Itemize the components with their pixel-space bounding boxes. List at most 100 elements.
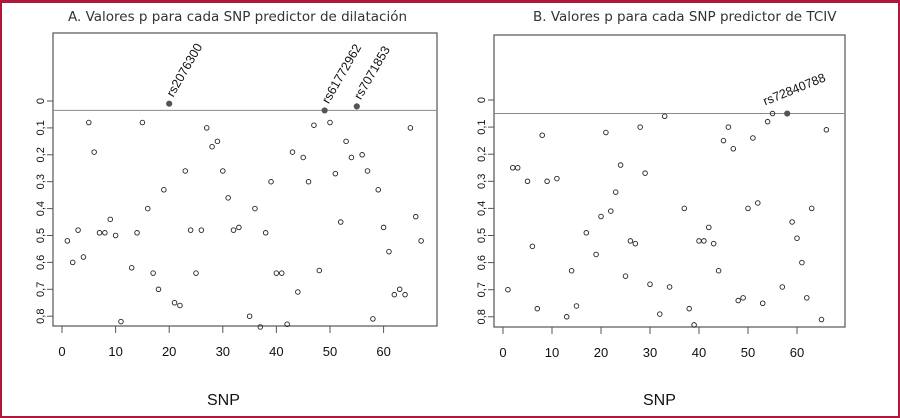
data-point xyxy=(647,281,653,288)
data-point xyxy=(725,124,732,130)
x-tick-label: 30 xyxy=(216,344,230,359)
data-point xyxy=(370,316,376,322)
snp-label: rs2076300 xyxy=(164,41,206,99)
data-point xyxy=(380,224,387,231)
x-tick-label: 60 xyxy=(790,345,804,360)
data-point xyxy=(715,267,722,274)
plot-area xyxy=(493,34,846,328)
data-point xyxy=(740,295,746,301)
y-tick-label: 0,8 xyxy=(35,309,47,324)
chart-title-b: B. Valores p para cada SNP predictor de … xyxy=(533,9,837,25)
data-point xyxy=(225,195,231,201)
data-point xyxy=(86,119,92,126)
data-point xyxy=(818,316,825,323)
data-point xyxy=(568,267,575,274)
x-tick-label: 30 xyxy=(643,345,657,360)
significant-data-point xyxy=(353,103,360,110)
data-point xyxy=(391,291,398,298)
data-point xyxy=(273,270,280,276)
x-tick-label: 50 xyxy=(741,345,755,360)
data-point xyxy=(187,227,194,233)
data-point xyxy=(332,170,339,177)
data-point xyxy=(198,227,205,233)
data-point xyxy=(268,178,274,185)
x-tick-label: 40 xyxy=(692,345,706,360)
data-point xyxy=(706,224,712,231)
data-point xyxy=(529,243,536,250)
data-point xyxy=(779,284,786,290)
data-point xyxy=(112,232,119,239)
data-point xyxy=(666,284,673,290)
y-tick-label: 0,4 xyxy=(35,201,47,216)
data-point xyxy=(75,227,81,233)
y-tick-label: 0,3 xyxy=(476,174,488,189)
data-point xyxy=(554,175,560,182)
data-point xyxy=(343,138,349,145)
data-point xyxy=(637,124,643,130)
data-point xyxy=(161,187,167,193)
data-point xyxy=(257,324,264,330)
y-tick-label: 0,6 xyxy=(476,255,488,270)
data-point xyxy=(544,178,550,185)
data-point xyxy=(337,219,344,225)
data-point xyxy=(745,205,751,212)
data-point xyxy=(730,146,737,152)
data-point xyxy=(603,129,609,136)
data-point xyxy=(622,273,629,279)
data-point xyxy=(262,230,269,236)
y-tick-label: 0,7 xyxy=(476,282,488,297)
data-point xyxy=(316,267,323,274)
data-point xyxy=(177,302,183,309)
data-point xyxy=(364,168,371,174)
data-point xyxy=(396,286,403,293)
data-point xyxy=(642,170,648,176)
data-point xyxy=(764,118,771,125)
data-point xyxy=(661,113,668,120)
scatter-plot-b: 0 0,1 0,2 0,3 0,4 0,5 0,6 0,7 0,8 0 10 20 30 40 50 60 rs… xyxy=(476,34,846,360)
y-tick-label: 0,5 xyxy=(476,228,488,243)
y-tick-label: 0,8 xyxy=(476,309,488,324)
data-point xyxy=(96,230,103,236)
data-point xyxy=(759,300,766,307)
data-point xyxy=(789,219,795,225)
data-point xyxy=(107,216,113,223)
data-point xyxy=(284,321,290,328)
data-point xyxy=(305,178,312,185)
chart-panel-a: A. Valores p para cada SNP predictor de … xyxy=(0,0,450,417)
y-tick-label: 0,2 xyxy=(476,147,488,162)
data-point xyxy=(289,149,296,155)
data-point xyxy=(514,164,521,171)
data-point xyxy=(823,127,830,133)
data-point xyxy=(375,187,381,193)
data-point xyxy=(413,213,419,220)
scatter-plot-a: 0 0,1 0,2 0,3 0,4 0,5 0,6 0,7 0,8 0 10 20 30 40 50 60 rs… xyxy=(35,32,438,359)
data-point xyxy=(171,300,178,306)
data-point xyxy=(612,189,619,195)
data-point xyxy=(573,303,580,309)
data-point xyxy=(710,240,717,247)
significant-data-point xyxy=(784,110,791,117)
data-point xyxy=(236,224,242,231)
data-point xyxy=(209,143,215,150)
data-point xyxy=(203,125,210,131)
data-point xyxy=(755,200,761,206)
data-point xyxy=(311,122,317,128)
y-tick-label: 0 xyxy=(35,98,47,104)
data-point xyxy=(193,270,199,276)
data-point xyxy=(735,297,741,304)
x-axis-label-b: SNP xyxy=(643,392,676,409)
x-tick-label: 10 xyxy=(108,344,122,359)
x-tick-label: 20 xyxy=(594,345,608,360)
data-point xyxy=(139,119,146,126)
x-tick-label: 0 xyxy=(499,345,506,360)
data-point xyxy=(134,230,140,236)
data-point xyxy=(539,132,545,138)
x-tick-label: 20 xyxy=(162,344,176,359)
y-tick-label: 0,6 xyxy=(35,255,47,270)
data-point xyxy=(150,270,156,276)
data-point xyxy=(230,227,237,233)
data-point xyxy=(681,205,688,212)
data-point xyxy=(220,168,226,174)
data-point xyxy=(691,322,697,328)
data-point xyxy=(563,314,570,320)
